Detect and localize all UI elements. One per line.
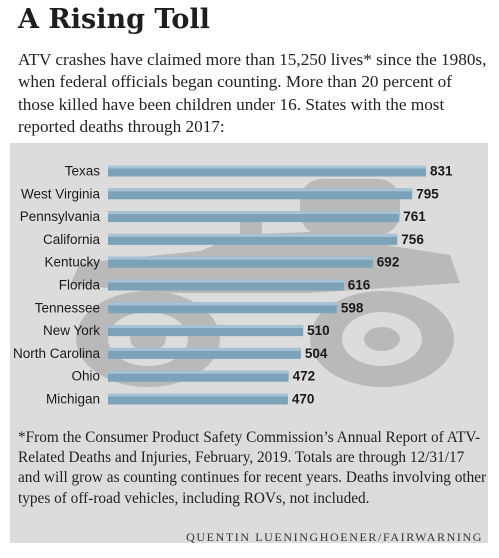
bar-highlight <box>108 370 289 374</box>
category-label: North Carolina <box>13 346 101 361</box>
value-label: 795 <box>416 186 439 201</box>
value-label: 598 <box>341 300 364 315</box>
bar <box>108 325 304 337</box>
category-label: Ohio <box>71 369 100 384</box>
category-labels: Texas West Virginia Pennsylvania California… <box>13 164 101 407</box>
bar <box>108 347 301 359</box>
bar-highlight <box>108 279 344 283</box>
bar <box>108 256 373 268</box>
category-label: California <box>43 232 101 247</box>
bar-highlight <box>108 211 400 215</box>
bar <box>108 370 289 382</box>
bar <box>108 279 344 291</box>
category-label: Florida <box>59 278 101 293</box>
bar <box>108 233 398 245</box>
credit-line: QUENTIN LUENINGHOENER/FAIRWARNING <box>186 530 483 544</box>
bar-highlight <box>108 233 398 237</box>
bar <box>108 165 426 177</box>
value-label: 831 <box>430 164 453 179</box>
value-label: 756 <box>401 232 424 247</box>
category-label: Michigan <box>46 392 100 407</box>
category-label: Texas <box>65 164 101 179</box>
bar-highlight <box>108 188 413 192</box>
bar <box>108 393 288 405</box>
bar-highlight <box>108 325 304 329</box>
value-label: 616 <box>348 278 371 293</box>
category-label: Pennsylvania <box>20 209 101 224</box>
category-label: Tennessee <box>35 300 100 315</box>
bar-highlight <box>108 347 301 351</box>
bar-highlight <box>108 256 373 260</box>
value-label: 761 <box>403 209 426 224</box>
bar-highlight <box>108 165 426 169</box>
value-label: 472 <box>293 369 316 384</box>
bar <box>108 188 413 200</box>
intro-paragraph: ATV crashes have claimed more than 15,25… <box>18 50 487 137</box>
bar-chart: Texas West Virginia Pennsylvania California… <box>13 164 460 407</box>
footnote: *From the Consumer Product Safety Commis… <box>18 429 487 507</box>
bars <box>108 165 426 405</box>
category-label: West Virginia <box>21 186 101 201</box>
bar <box>108 211 400 223</box>
category-label: New York <box>43 323 100 338</box>
value-label: 510 <box>307 323 330 338</box>
category-label: Kentucky <box>44 255 100 270</box>
bar-highlight <box>108 302 337 306</box>
value-label: 504 <box>305 346 328 361</box>
page-title: A Rising Toll <box>18 4 210 35</box>
bar-highlight <box>108 393 288 397</box>
value-label: 470 <box>292 392 315 407</box>
value-label: 692 <box>377 255 400 270</box>
bar <box>108 302 337 314</box>
